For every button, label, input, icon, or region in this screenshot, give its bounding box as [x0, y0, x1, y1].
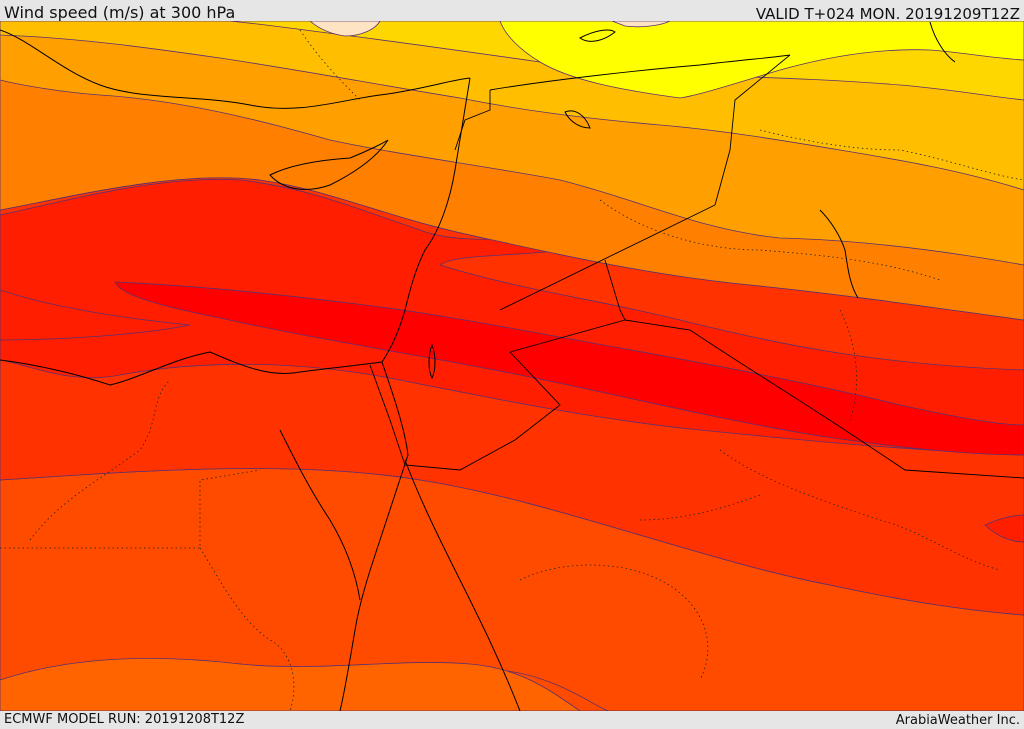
band-red-blob-east [984, 514, 1024, 543]
band-bottom-orange [0, 657, 581, 711]
province-boundaries [0, 29, 1024, 711]
coastlines [0, 21, 956, 711]
country-borders [369, 54, 1024, 479]
band-jet-core [114, 281, 1024, 456]
wind-speed-map [0, 21, 1024, 711]
map-title: Wind speed (m/s) at 300 hPa [4, 3, 236, 22]
band-peach [309, 21, 671, 37]
footer-bar: ECMWF MODEL RUN: 20191208T12Z ArabiaWeat… [0, 711, 1024, 729]
model-run-label: ECMWF MODEL RUN: 20191208T12Z [4, 712, 245, 727]
header-bar: Wind speed (m/s) at 300 hPa VALID T+024 … [0, 0, 1024, 23]
band-yellow [499, 21, 1024, 99]
credit-label: ArabiaWeather Inc. [895, 713, 1020, 728]
valid-time-label: VALID T+024 MON. 20191209T12Z [755, 5, 1020, 23]
